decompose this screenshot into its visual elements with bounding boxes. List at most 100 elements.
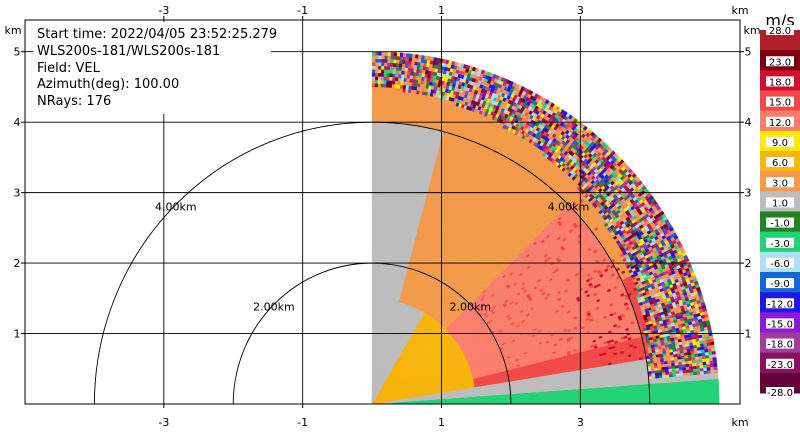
velocity-cell [704,379,709,384]
velocity-cell [666,387,671,391]
velocity-cell [632,398,637,402]
velocity-cell [701,388,706,393]
velocity-cell [645,398,650,402]
velocity-cell [694,388,699,393]
velocity-cell [680,395,685,399]
velocity-cell [628,387,633,391]
velocity-cell [597,399,602,403]
velocity-cell [653,398,657,402]
velocity-cell [685,369,691,373]
velocity-cell [642,386,647,390]
velocity-cell [614,397,619,400]
velocity-cell [652,396,657,400]
velocity-cell [707,372,712,377]
velocity-cell [659,398,664,402]
velocity-cell [652,383,657,387]
velocity-cell [714,384,720,389]
velocity-cell [642,396,647,400]
velocity-cell [705,394,709,399]
velocity-cell [683,378,688,382]
velocity-cell [694,391,699,396]
velocity-cell [586,399,591,403]
velocity-cell [697,394,703,399]
velocity-cell [680,398,685,402]
velocity-cell [604,397,609,401]
velocity-cell [656,390,661,394]
velocity-cell [708,397,713,402]
velocity-cell [586,395,591,399]
velocity-cell [607,395,612,398]
velocity-cell [618,396,623,400]
velocity-cell [649,388,654,392]
velocity-cell [649,391,654,395]
velocity-cell [621,399,626,402]
velocity-cell [541,400,546,403]
velocity-cell [677,398,682,402]
velocity-cell [691,394,695,399]
velocity-cell [711,388,716,392]
velocity-cell [593,393,598,397]
velocity-cell [628,399,633,402]
velocity-cell [683,383,688,388]
velocity-cell [583,395,588,399]
velocity-cell [703,376,709,381]
velocity-cell [659,395,664,400]
velocity-cell [642,398,647,402]
velocity-cell [594,399,598,403]
velocity-cell [573,398,577,401]
velocity-cell [715,391,720,395]
velocity-cell [590,397,595,401]
velocity-cell [638,391,643,395]
velocity-cell [631,394,637,398]
velocity-cell [673,387,678,391]
velocity-cell [590,399,595,403]
velocity-cell [628,391,633,395]
velocity-cell [679,381,685,385]
velocity-cell [659,393,664,397]
velocity-cell [686,380,692,385]
velocity-cell [662,385,667,389]
velocity-cell [701,385,706,390]
velocity-cell [689,374,695,379]
velocity-cell [697,385,702,390]
velocity-cell [715,394,720,399]
velocity-cell [649,398,654,402]
velocity-cell [656,398,661,402]
velocity-cell [714,381,719,386]
velocity-cell [576,396,581,399]
velocity-cell [691,398,696,402]
velocity-cell [694,386,699,390]
velocity-cell [711,394,716,398]
velocity-cell [663,390,668,394]
velocity-cell [607,392,612,396]
velocity-cell [600,393,605,396]
velocity-cell [675,373,681,377]
velocity-cell [690,380,695,385]
velocity-cell [593,397,598,401]
velocity-cell [583,398,588,401]
velocity-cell [680,392,685,396]
velocity-cell [707,379,712,383]
velocity-cell [552,400,557,403]
velocity-cell [639,398,643,402]
velocity-cell [656,388,661,392]
velocity-cell [693,383,699,387]
velocity-cell [669,384,674,389]
velocity-cell [597,391,602,395]
velocity-cell [697,376,702,381]
velocity-cell [663,395,668,399]
velocity-cell [670,398,675,402]
velocity-cell [666,384,671,389]
velocity-cell [697,391,702,396]
velocity-cell [690,392,696,396]
velocity-cell [676,389,682,394]
velocity-cell [700,379,705,384]
velocity-cell [569,398,574,401]
velocity-cell [562,400,567,403]
velocity-cell [673,389,678,394]
velocity-cell [635,394,640,398]
velocity-cell [683,380,688,385]
velocity-cell [656,393,661,397]
velocity-cell [625,396,630,400]
